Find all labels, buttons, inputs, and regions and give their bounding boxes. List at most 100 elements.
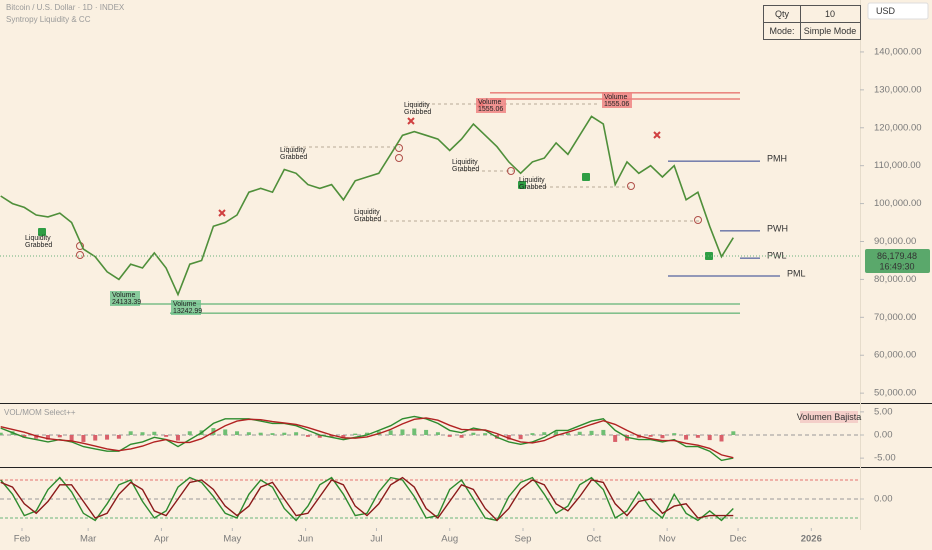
x-tick-label: Mar — [80, 534, 96, 545]
histogram-bar — [235, 431, 240, 435]
histogram-bar — [246, 432, 251, 435]
price-tag-countdown: 16:49:30 — [879, 261, 914, 271]
histogram-bar — [175, 435, 180, 441]
y-tick-label: 130,000.00 — [874, 84, 922, 95]
histogram-bar — [93, 435, 98, 441]
histogram-bar — [412, 428, 417, 435]
price-line — [0, 115, 734, 297]
histogram-bar — [447, 435, 452, 437]
histogram-bar — [542, 432, 547, 435]
histogram-bar — [483, 433, 488, 435]
histogram-bar — [329, 435, 334, 438]
annotation: Grabbed — [452, 166, 479, 173]
annotation: 13242.99 — [173, 308, 202, 315]
level-label: PML — [787, 268, 806, 278]
histogram-bar — [140, 432, 145, 435]
symbol-title: Bitcoin / U.S. Dollar · 1D · INDEX — [6, 3, 125, 12]
x-tick-label: Nov — [659, 534, 676, 545]
circle-marker — [395, 154, 403, 162]
histogram-bar — [707, 435, 712, 441]
level-label: PWL — [767, 251, 787, 261]
annotation: 1555.06 — [478, 106, 503, 113]
series-line — [0, 476, 734, 522]
check-marker — [582, 173, 590, 181]
y-tick-label: 110,000.00 — [874, 160, 921, 171]
y-tick-label: -5.00 — [874, 453, 896, 464]
x-tick-label: Feb — [14, 534, 30, 545]
histogram-bar — [518, 435, 523, 440]
histogram-bar — [353, 433, 358, 435]
x-marker — [407, 117, 415, 125]
histogram-bar — [695, 435, 700, 438]
series-line — [0, 417, 734, 459]
x-tick-label: Dec — [730, 534, 747, 545]
annotation: Liquidity — [354, 209, 380, 216]
histogram-bar — [589, 430, 594, 435]
histogram-bar — [341, 435, 346, 438]
histogram-bar — [22, 435, 27, 438]
x-tick-label: Jul — [370, 534, 382, 545]
annotation: 24133.39 — [112, 299, 141, 306]
buy-markers — [38, 173, 713, 260]
y-tick-label: 60,000.00 — [874, 350, 916, 361]
annotation: Liquidity — [404, 102, 430, 109]
check-marker — [518, 181, 526, 189]
annotation: Liquidity — [519, 177, 545, 184]
annotation: Grabbed — [404, 109, 431, 116]
histogram-bar — [305, 435, 310, 437]
annotation-box — [110, 291, 140, 306]
histogram-bar — [81, 435, 86, 442]
circle-marker — [507, 167, 515, 175]
y-tick-label: 80,000.00 — [874, 274, 916, 285]
x-marker — [653, 131, 661, 139]
x-tick-label: Jun — [298, 534, 313, 545]
y-tick-label: 100,000.00 — [874, 198, 922, 209]
y-tick-label: 0.00 — [874, 430, 893, 441]
y-tick-label: 0.00 — [874, 494, 893, 505]
histogram-bar — [187, 431, 192, 435]
y-tick-label: 50,000.00 — [874, 388, 916, 399]
histogram-bar — [471, 432, 476, 435]
histogram-bar — [400, 429, 405, 435]
circle-marker — [76, 251, 84, 259]
histogram-bar — [34, 435, 39, 439]
histogram-bar — [613, 435, 618, 442]
badge-box — [800, 411, 858, 423]
level-label: PWH — [767, 223, 788, 233]
panel-title: VOL/MOM Select++ — [4, 408, 76, 417]
histogram-bar — [128, 431, 133, 435]
histogram-bar — [565, 433, 570, 435]
histogram-bar — [270, 433, 275, 435]
histogram-bar — [164, 435, 169, 437]
histogram-bar — [601, 429, 606, 435]
annotation: Volume — [604, 94, 627, 101]
histogram-bar — [459, 435, 464, 438]
histogram-bar — [731, 431, 736, 435]
annotation: Grabbed — [519, 184, 546, 191]
x-tick-label: Sep — [515, 534, 532, 545]
annotation-box — [171, 300, 201, 315]
y-tick-label: 70,000.00 — [874, 312, 916, 323]
histogram-bar — [258, 432, 263, 435]
currency-box[interactable] — [867, 2, 929, 20]
annotation: 1555.06 — [604, 101, 629, 108]
histogram-bar — [116, 435, 121, 439]
histogram-bar — [435, 432, 440, 435]
x-tick-label: Aug — [441, 534, 458, 545]
check-marker — [38, 228, 46, 236]
histogram-bar — [223, 429, 228, 435]
histogram-bar — [152, 431, 157, 435]
table-cell: Mode: — [769, 26, 794, 36]
table-cell: Simple Mode — [804, 26, 857, 36]
x-tick-label: 2026 — [801, 534, 822, 545]
histogram-bar — [294, 432, 299, 435]
currency[interactable]: USD — [876, 6, 896, 16]
annotation: Grabbed — [25, 242, 52, 249]
annotation: Volume — [173, 301, 196, 308]
histogram-bar — [282, 432, 287, 435]
annotation-box — [602, 93, 632, 108]
price-tag — [865, 248, 930, 273]
histogram-bar — [0, 432, 3, 435]
